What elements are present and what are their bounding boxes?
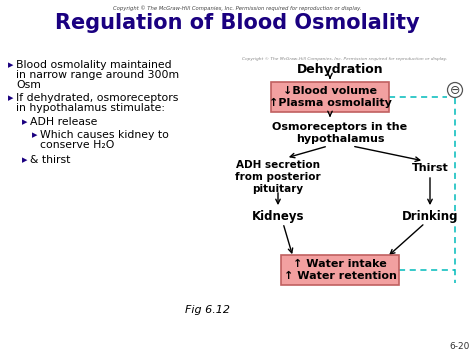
Circle shape xyxy=(447,82,463,98)
Text: ADH secretion
from posterior
pituitary: ADH secretion from posterior pituitary xyxy=(235,160,321,194)
Text: ADH release: ADH release xyxy=(30,117,97,127)
FancyBboxPatch shape xyxy=(281,255,399,285)
Text: Dehydration: Dehydration xyxy=(297,63,383,76)
Text: 6-20: 6-20 xyxy=(450,342,470,351)
Text: in narrow range around 300m: in narrow range around 300m xyxy=(16,70,179,80)
Text: Copyright © The McGraw-Hill Companies, Inc. Permission required for reproduction: Copyright © The McGraw-Hill Companies, I… xyxy=(242,57,447,61)
Text: in hypothalamus stimulate:: in hypothalamus stimulate: xyxy=(16,103,165,113)
Text: If dehydrated, osmoreceptors: If dehydrated, osmoreceptors xyxy=(16,93,178,103)
Text: Drinking: Drinking xyxy=(402,210,458,223)
Text: Osm: Osm xyxy=(16,80,41,90)
Text: & thirst: & thirst xyxy=(30,155,70,165)
Text: conserve H₂O: conserve H₂O xyxy=(40,140,114,150)
Text: Copyright © The McGraw-Hill Companies, Inc. Permission required for reproduction: Copyright © The McGraw-Hill Companies, I… xyxy=(113,5,361,11)
FancyBboxPatch shape xyxy=(271,82,389,112)
Text: ▸: ▸ xyxy=(8,93,13,103)
Text: Kidneys: Kidneys xyxy=(252,210,304,223)
Text: ▸: ▸ xyxy=(22,117,27,127)
Text: ↓Blood volume
↑Plasma osmolality: ↓Blood volume ↑Plasma osmolality xyxy=(269,86,392,108)
Text: ⊖: ⊖ xyxy=(450,83,460,97)
Text: Blood osmolality maintained: Blood osmolality maintained xyxy=(16,60,172,70)
Text: ▸: ▸ xyxy=(8,60,13,70)
Text: Thirst: Thirst xyxy=(411,163,448,173)
Text: ↑ Water intake
↑ Water retention: ↑ Water intake ↑ Water retention xyxy=(283,259,396,281)
Text: ▸: ▸ xyxy=(32,130,37,140)
Text: Which causes kidney to: Which causes kidney to xyxy=(40,130,169,140)
Text: ▸: ▸ xyxy=(22,155,27,165)
Text: Regulation of Blood Osmolality: Regulation of Blood Osmolality xyxy=(55,13,419,33)
Text: Fig 6.12: Fig 6.12 xyxy=(185,305,230,315)
Text: Osmoreceptors in the
hypothalamus: Osmoreceptors in the hypothalamus xyxy=(273,122,408,144)
